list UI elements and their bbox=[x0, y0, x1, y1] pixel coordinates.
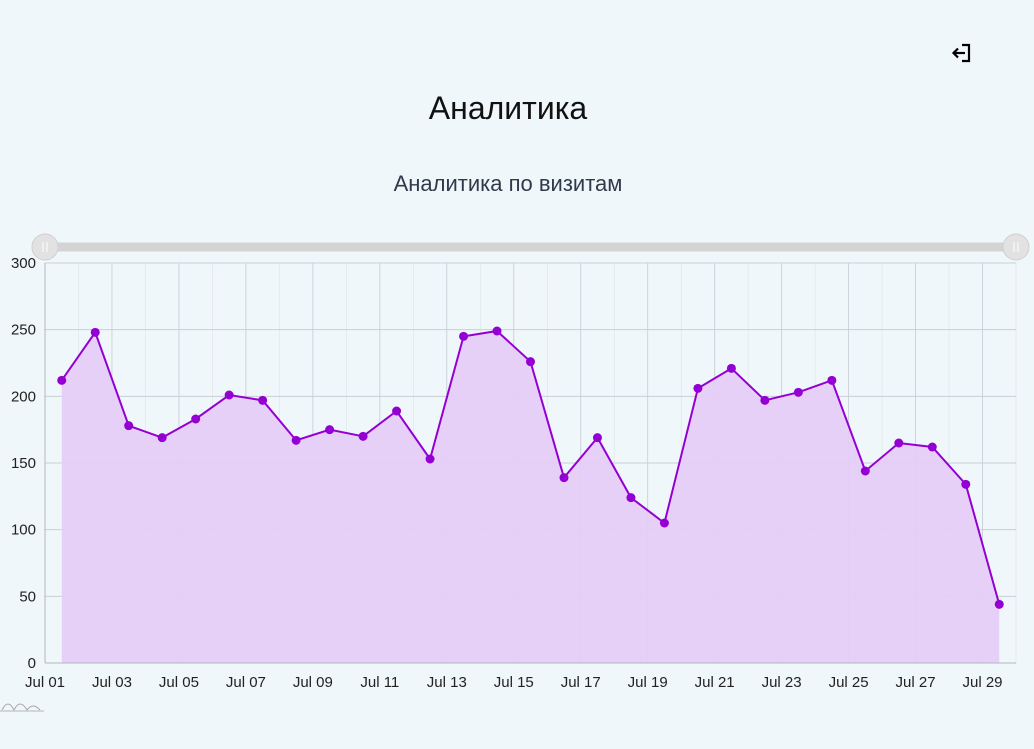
data-point bbox=[894, 438, 904, 448]
data-point bbox=[191, 414, 201, 424]
data-point bbox=[291, 435, 301, 445]
logout-button[interactable] bbox=[946, 38, 976, 68]
x-tick-label: Jul 15 bbox=[494, 674, 534, 691]
y-tick-label: 250 bbox=[11, 322, 36, 339]
page-title: Аналитика bbox=[428, 90, 588, 126]
x-tick-label: Jul 11 bbox=[360, 674, 399, 691]
x-tick-label: Jul 07 bbox=[226, 674, 266, 691]
data-point bbox=[693, 383, 703, 393]
data-point bbox=[124, 421, 134, 431]
data-point bbox=[760, 395, 770, 405]
range-slider-handle-end[interactable] bbox=[1002, 233, 1030, 261]
x-tick-label: Jul 17 bbox=[561, 674, 601, 691]
y-tick-label: 200 bbox=[11, 388, 36, 405]
y-tick-label: 0 bbox=[28, 655, 36, 672]
data-point bbox=[659, 518, 669, 528]
x-tick-label: Jul 01 bbox=[25, 674, 65, 691]
x-tick-label: Jul 05 bbox=[159, 674, 199, 691]
data-point bbox=[827, 375, 837, 385]
logout-icon bbox=[951, 43, 971, 63]
range-slider-handle-start[interactable] bbox=[31, 233, 59, 261]
data-point bbox=[793, 387, 803, 397]
data-point bbox=[726, 363, 736, 373]
navigator-mini-series bbox=[1, 703, 41, 712]
series-area bbox=[61, 331, 1000, 663]
data-point bbox=[927, 442, 937, 452]
visits-chart: 0 50 100 150 200 250 300 Jul 01 Jul 03 Jul 05 Jul … bbox=[0, 233, 1030, 712]
x-tick-label: Jul 09 bbox=[293, 674, 333, 691]
data-point bbox=[994, 599, 1004, 609]
data-point bbox=[157, 433, 167, 443]
data-point bbox=[325, 425, 335, 435]
data-point bbox=[392, 406, 402, 416]
data-point bbox=[492, 326, 502, 336]
x-tick-label: Jul 19 bbox=[628, 674, 668, 691]
data-point bbox=[358, 431, 368, 441]
data-point bbox=[626, 493, 636, 503]
data-point bbox=[860, 466, 870, 476]
y-tick-label: 50 bbox=[19, 588, 36, 605]
y-tick-label: 300 bbox=[11, 255, 36, 272]
x-tick-label: Jul 29 bbox=[963, 674, 1003, 691]
data-point bbox=[57, 375, 67, 385]
x-tick-label: Jul 23 bbox=[762, 674, 802, 691]
data-point bbox=[961, 479, 971, 489]
x-tick-label: Jul 13 bbox=[427, 674, 467, 691]
y-tick-label: 100 bbox=[11, 522, 36, 539]
data-point bbox=[559, 473, 569, 483]
x-tick-label: Jul 25 bbox=[829, 674, 869, 691]
x-tick-label: Jul 03 bbox=[92, 674, 132, 691]
x-tick-label: Jul 27 bbox=[896, 674, 936, 691]
data-point bbox=[526, 357, 535, 367]
data-point bbox=[459, 331, 469, 341]
chart-title: Аналитика по визитам bbox=[393, 171, 623, 196]
y-tick-label: 150 bbox=[11, 455, 36, 472]
data-point bbox=[425, 454, 435, 464]
data-point bbox=[592, 433, 602, 443]
x-tick-label: Jul 21 bbox=[695, 674, 735, 691]
data-point bbox=[224, 390, 234, 400]
data-point bbox=[258, 395, 268, 405]
data-point bbox=[90, 327, 100, 337]
